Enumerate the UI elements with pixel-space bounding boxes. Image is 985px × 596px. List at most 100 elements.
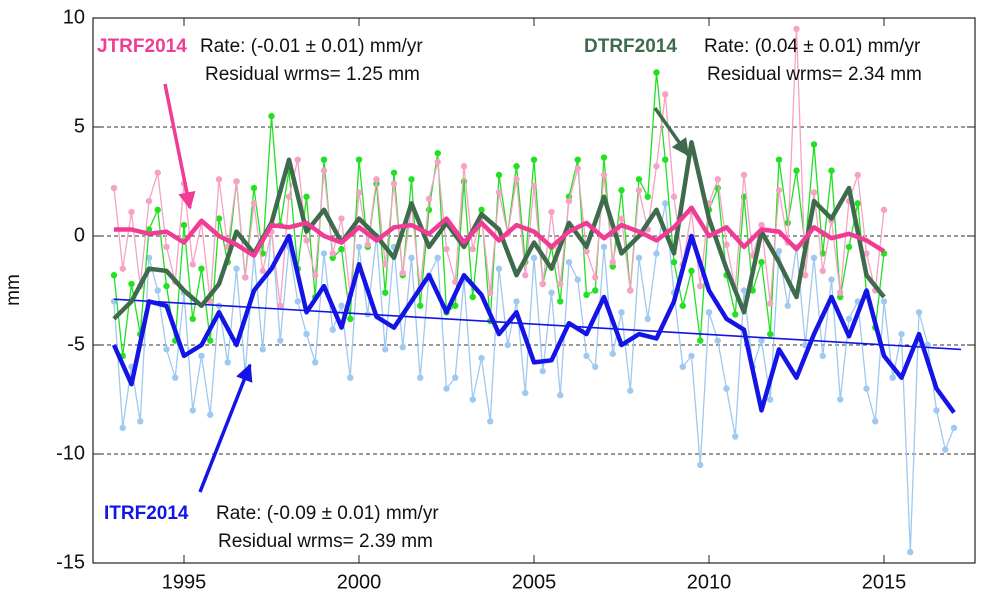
raw-point: [233, 265, 240, 272]
raw-point: [950, 424, 958, 432]
raw-point: [303, 330, 310, 338]
raw-point: [740, 287, 748, 294]
x-tick-label: 2000: [337, 571, 382, 593]
arrow: [653, 106, 690, 157]
raw-point: [382, 261, 389, 268]
raw-point: [653, 163, 660, 170]
raw-point: [845, 243, 853, 251]
raw-point: [128, 280, 135, 288]
raw-point: [338, 302, 345, 309]
raw-point: [592, 274, 599, 281]
y-tick-label: 5: [74, 115, 85, 137]
raw-point: [338, 215, 345, 222]
raw-point: [609, 350, 616, 357]
raw-point: [452, 374, 459, 381]
raw-point: [303, 193, 310, 200]
raw-point: [758, 258, 765, 266]
raw-point: [574, 276, 581, 283]
y-tick-label: -5: [67, 333, 85, 355]
raw-point: [618, 215, 625, 222]
raw-point: [417, 302, 424, 309]
raw-point: [618, 309, 625, 316]
raw-point: [137, 418, 144, 425]
raw-point: [469, 245, 476, 253]
raw-point: [810, 189, 818, 196]
raw-point: [784, 219, 791, 227]
raw-point: [819, 352, 826, 360]
raw-point: [250, 200, 258, 207]
raw-point: [312, 359, 319, 366]
raw-point: [880, 206, 888, 214]
raw-point: [207, 411, 214, 418]
raw-point: [154, 287, 161, 294]
raw-point: [382, 346, 389, 353]
raw-point: [277, 337, 284, 344]
raw-point: [425, 195, 433, 203]
raw-point: [758, 221, 765, 229]
raw-point: [329, 326, 336, 333]
raw-point: [443, 385, 450, 392]
raw-point: [469, 293, 476, 301]
raw-point: [635, 254, 643, 261]
raw-point: [644, 315, 651, 323]
raw-point: [399, 269, 406, 277]
raw-point: [557, 391, 564, 399]
raw-point: [557, 280, 564, 288]
raw-point: [863, 385, 870, 392]
arrow: [163, 83, 196, 210]
raw-point: [863, 250, 870, 257]
raw-point: [767, 330, 774, 338]
axes: -15 -10 -5 0 5 10 1995 2000 2005 2010 2015: [56, 6, 975, 593]
raw-point: [802, 272, 809, 279]
raw-point: [277, 302, 284, 309]
raw-point: [478, 354, 485, 362]
raw-point: [898, 330, 905, 338]
raw-point: [530, 156, 538, 163]
raw-point: [180, 221, 188, 229]
rate-annotation: Rate: (-0.09 ± 0.01) mm/yr: [216, 503, 439, 524]
raw-point: [775, 156, 783, 163]
raw-point: [215, 215, 223, 222]
y-tick-label: 0: [74, 224, 85, 246]
raw-point: [312, 272, 319, 279]
raw-point: [548, 208, 555, 216]
raw-point: [583, 291, 590, 299]
raw-point: [268, 112, 275, 120]
raw-point: [697, 461, 704, 469]
raw-point: [635, 187, 643, 194]
raw-point: [364, 241, 371, 248]
raw-point: [294, 156, 301, 163]
raw-point: [583, 352, 590, 360]
raw-point: [163, 243, 170, 251]
wrms-annotation: Residual wrms= 1.25 mm: [205, 64, 420, 85]
raw-point: [828, 167, 835, 174]
raw-point: [662, 200, 669, 207]
raw-point: [495, 171, 503, 179]
raw-point: [154, 206, 161, 214]
raw-point: [145, 197, 153, 205]
raw-point: [714, 176, 721, 183]
raw-point: [522, 389, 529, 397]
raw-point: [189, 261, 196, 268]
raw-point: [600, 243, 608, 251]
raw-point: [539, 367, 546, 375]
raw-point: [845, 315, 853, 323]
raw-point: [110, 272, 118, 279]
wrms-annotation: Residual wrms= 2.34 mm: [707, 64, 922, 85]
raw-point: [697, 337, 704, 344]
raw-point: [443, 245, 450, 253]
raw-point: [399, 343, 406, 351]
raw-point: [417, 374, 424, 381]
raw-point: [259, 346, 266, 353]
raw-point: [207, 337, 214, 344]
raw-point: [740, 171, 748, 179]
arrow: [198, 363, 253, 493]
raw-point: [242, 274, 249, 281]
raw-point: [119, 265, 126, 272]
smoothed-line: [114, 205, 886, 258]
raw-point: [495, 189, 503, 196]
raw-point: [557, 298, 564, 305]
raw-point: [513, 298, 520, 305]
raw-point: [714, 337, 721, 344]
